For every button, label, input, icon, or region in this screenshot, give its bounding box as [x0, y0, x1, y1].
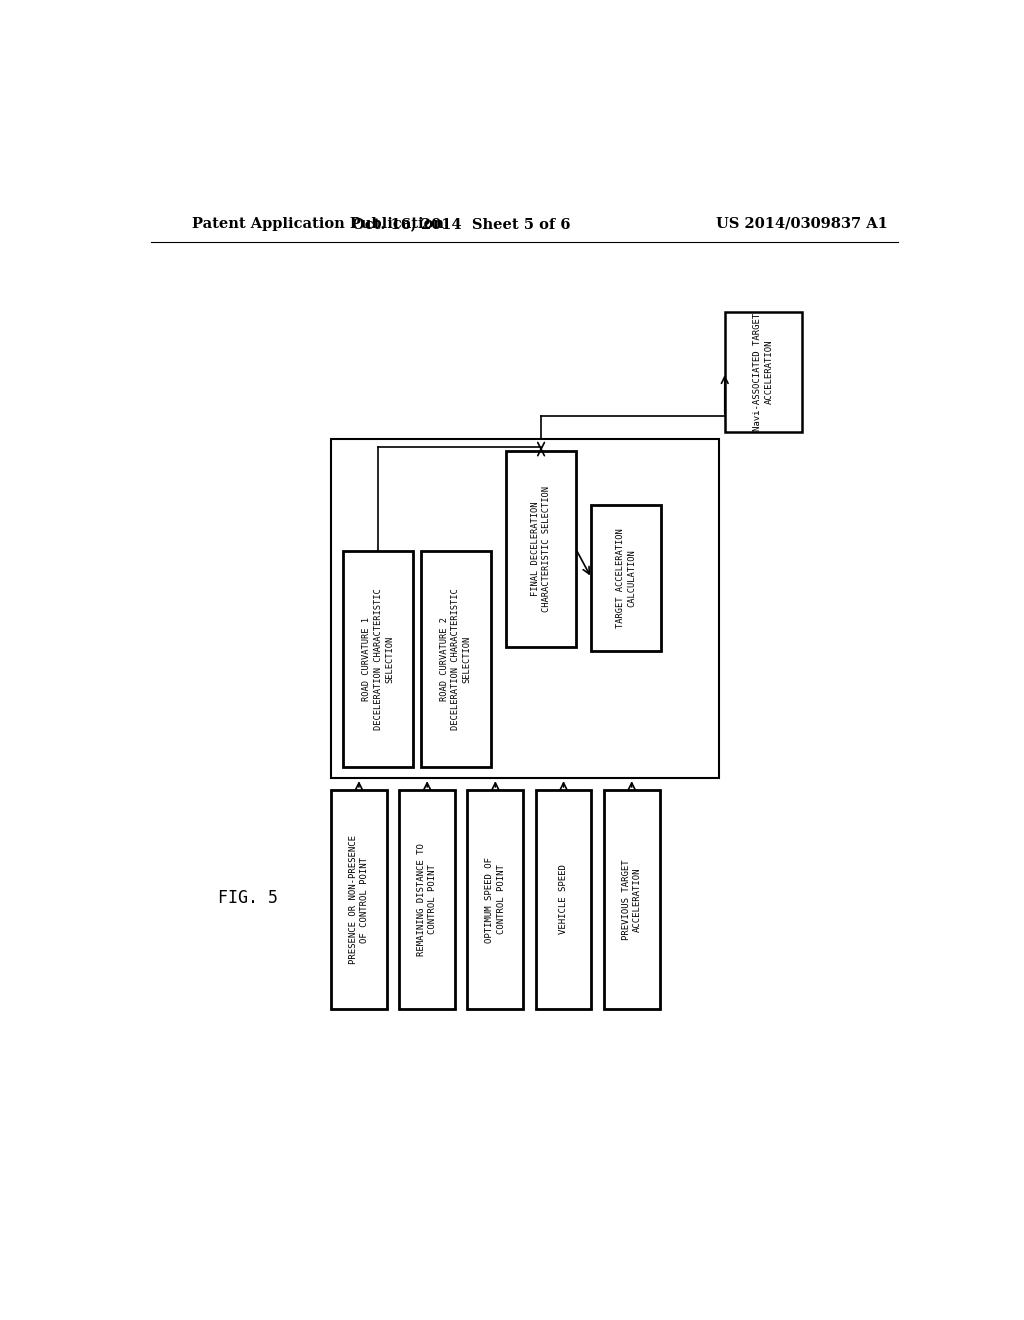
Text: ROAD CURVATURE 1
DECELERATION CHARACTERISTIC
SELECTION: ROAD CURVATURE 1 DECELERATION CHARACTERI… — [362, 587, 394, 730]
Bar — [592, 506, 662, 651]
Text: PRESENCE OR NON-PRESENCE
OF CONTROL POINT: PRESENCE OR NON-PRESENCE OF CONTROL POIN… — [349, 836, 370, 964]
Bar — [506, 451, 575, 647]
Text: ROAD CURVATURE 2
DECELERATION CHARACTERISTIC
SELECTION: ROAD CURVATURE 2 DECELERATION CHARACTERI… — [440, 587, 472, 730]
Text: US 2014/0309837 A1: US 2014/0309837 A1 — [717, 216, 888, 231]
Bar — [536, 789, 592, 1010]
Bar — [421, 552, 490, 767]
Bar — [467, 789, 523, 1010]
Text: REMAINING DISTANCE TO
CONTROL POINT: REMAINING DISTANCE TO CONTROL POINT — [417, 843, 437, 956]
Text: Oct. 16, 2014  Sheet 5 of 6: Oct. 16, 2014 Sheet 5 of 6 — [352, 216, 570, 231]
Bar — [331, 440, 719, 779]
Text: FINAL DECELERATION
CHARACTERISTIC SELECTION: FINAL DECELERATION CHARACTERISTIC SELECT… — [530, 486, 551, 612]
Text: Navi-ASSOCIATED TARGET
ACCELERATION: Navi-ASSOCIATED TARGET ACCELERATION — [754, 313, 774, 432]
Text: PREVIOUS TARGET
ACCELERATION: PREVIOUS TARGET ACCELERATION — [622, 859, 642, 940]
Text: VEHICLE SPEED: VEHICLE SPEED — [559, 865, 568, 935]
Bar — [331, 789, 387, 1010]
Text: TARGET ACCELERATION
CALCULATION: TARGET ACCELERATION CALCULATION — [616, 528, 637, 628]
Text: Patent Application Publication: Patent Application Publication — [191, 216, 443, 231]
Bar — [725, 313, 802, 432]
Bar — [399, 789, 455, 1010]
Text: FIG. 5: FIG. 5 — [218, 888, 279, 907]
Bar — [604, 789, 659, 1010]
Bar — [343, 552, 414, 767]
Text: OPTIMUM SPEED OF
CONTROL POINT: OPTIMUM SPEED OF CONTROL POINT — [485, 857, 506, 942]
